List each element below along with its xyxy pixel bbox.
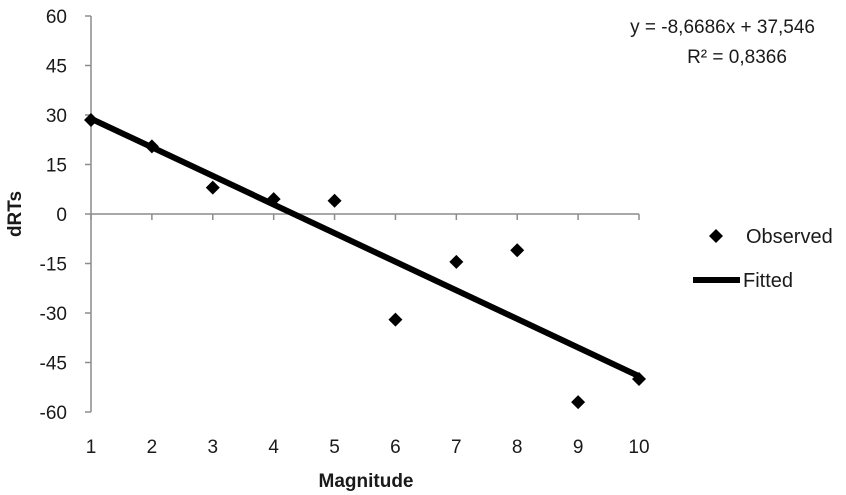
observed-point (84, 112, 98, 127)
x-tick-label: 3 (207, 437, 218, 458)
fitted-line (89, 115, 641, 379)
observed-point (632, 372, 646, 386)
observed-point (266, 192, 281, 207)
x-tick-label: 8 (512, 437, 523, 458)
x-tick-label: 1 (86, 437, 97, 458)
y-tick-label: 60 (46, 7, 67, 28)
observed-points-layer (84, 112, 646, 410)
x-tick-label: 10 (628, 437, 649, 458)
observed-point (205, 180, 220, 195)
y-axis-title: dRTs (5, 191, 26, 237)
y-tick-label: -30 (40, 304, 67, 325)
y-tick-label: -45 (40, 354, 67, 375)
y-tick-label: 15 (46, 156, 67, 177)
r-squared-label: R² = 0,8366 (687, 47, 787, 68)
observed-point (388, 312, 403, 327)
x-tick-label: 9 (573, 437, 584, 458)
x-tick-label: 6 (390, 437, 401, 458)
annotation-layer: y = -8,6686x + 37,546 R² = 0,8366 Magnit… (5, 17, 815, 492)
y-tick-label: 30 (46, 106, 67, 127)
legend-fitted-label: Fitted (743, 270, 793, 292)
observed-point (449, 254, 464, 269)
x-tick-label: 4 (268, 437, 279, 458)
observed-point (144, 139, 159, 154)
x-axis-title: Magnitude (319, 471, 414, 492)
observed-point (327, 193, 342, 208)
x-tick-label: 2 (147, 437, 158, 458)
y-tick-label: 0 (56, 205, 67, 226)
x-tick-label: 7 (451, 437, 462, 458)
legend-observed-marker (709, 229, 723, 243)
x-tick-label: 5 (329, 437, 340, 458)
legend-observed-label: Observed (746, 226, 833, 248)
y-tick-label: -60 (40, 403, 67, 424)
y-tick-label: 45 (46, 57, 67, 78)
observed-point (510, 243, 525, 258)
legend: Observed Fitted (693, 226, 833, 292)
regression-equation: y = -8,6686x + 37,546 (630, 17, 815, 38)
observed-point (571, 395, 586, 410)
y-tick-label: -15 (40, 255, 67, 276)
fitted-line-layer (89, 115, 641, 379)
